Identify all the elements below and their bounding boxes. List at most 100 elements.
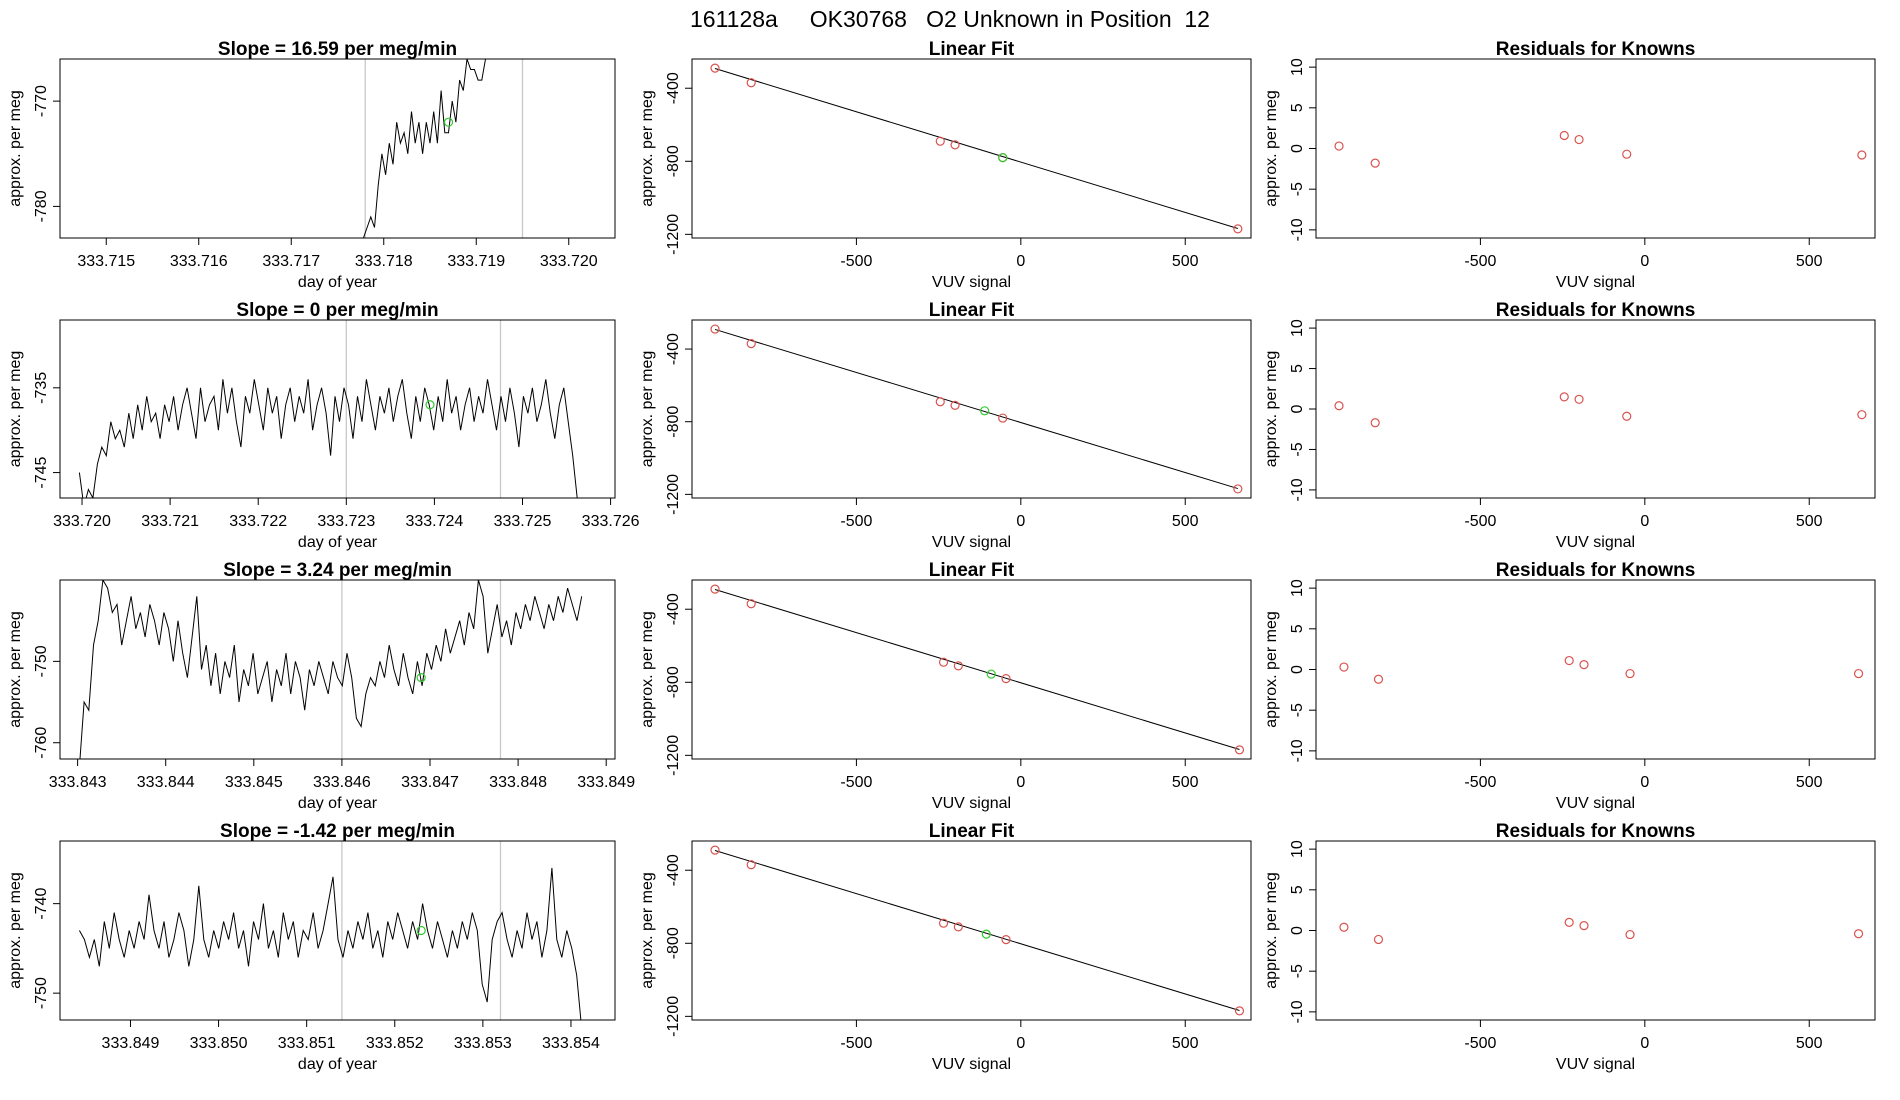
y-tick-label: -745 [33,456,50,488]
x-axis-label: VUV signal [1556,534,1635,551]
x-tick-label: 333.715 [77,253,135,270]
plot-area [1339,917,1864,945]
fit-line [714,850,1240,1011]
y-axis-label: approx. per meg [639,872,656,989]
y-axis-label: approx. per meg [1263,611,1280,728]
x-tick-label: 333.843 [49,774,107,791]
plot-area [710,63,1243,234]
x-tick-label: 500 [1796,1035,1823,1052]
x-tick-label: 333.722 [229,513,287,530]
chart-panel: Residuals for Knowns -500 0 500 -10 -5 0 5 10 VUV… [1263,300,1876,551]
plot-frame [59,579,616,760]
y-tick-label: -1200 [665,996,682,1037]
residual-point [1559,130,1569,141]
data-series-line [78,379,578,498]
residual-point [1564,917,1574,927]
chart-panel: Residuals for Knowns -500 0 500 -10 -5 0 5 10 VUV… [1263,821,1876,1073]
y-tick-label: -5 [1289,703,1306,717]
plot-area [1334,130,1867,168]
y-axis-label: approx. per meg [639,351,656,468]
residual-point [1574,394,1584,404]
x-tick-label: 500 [1172,774,1199,791]
known-point [950,400,960,410]
y-tick-label: -400 [665,333,682,365]
residual-point [1373,674,1384,684]
y-tick-label: -1200 [665,214,682,255]
chart-title: Linear Fit [929,300,1015,321]
known-point [953,922,963,932]
y-tick-label: -770 [33,85,50,117]
chart-title: Slope = -1.42 per meg/min [220,821,455,842]
plot-frame [59,319,616,499]
plot-frame [691,840,1252,1021]
chart-title: Linear Fit [929,560,1015,581]
x-tick-label: 0 [1016,774,1025,791]
chart-title: Residuals for Knowns [1496,300,1696,321]
x-axis-label: day of year [298,1056,378,1073]
x-axis-label: VUV signal [1556,274,1635,291]
x-tick-label: 333.848 [489,774,547,791]
known-point [1234,745,1245,755]
chart-title: Residuals for Knowns [1496,821,1696,842]
y-axis-label: approx. per meg [7,351,24,468]
x-tick-label: 333.847 [401,774,459,791]
y-tick-label: 0 [1289,404,1306,413]
y-tick-label: -400 [665,854,682,886]
x-tick-label: 333.849 [102,1035,160,1052]
chart-title: Slope = 0 per meg/min [236,300,438,321]
known-point [938,918,949,928]
x-tick-label: -500 [840,774,872,791]
y-axis-label: approx. per meg [1263,351,1280,468]
y-tick-label: -400 [665,72,682,104]
x-tick-label: 0 [1640,1035,1649,1052]
known-point [938,657,949,667]
plot-area [79,580,583,759]
x-tick-label: 333.851 [278,1035,336,1052]
plot-frame [1315,319,1876,499]
residual-point [1370,158,1380,168]
plot-area [710,584,1245,755]
known-point [710,63,720,73]
x-tick-label: 333.725 [494,513,552,530]
residual-point [1625,929,1635,940]
y-tick-label: 5 [1289,624,1306,633]
x-tick-label: 333.845 [225,774,283,791]
plot-frame [691,579,1252,760]
known-point [1234,1006,1245,1016]
x-tick-label: -500 [1464,1035,1496,1052]
chart-panel: Residuals for Knowns -500 0 500 -10 -5 0 5 10 VUV… [1263,39,1876,291]
x-tick-label: 0 [1016,253,1025,270]
x-tick-label: 333.726 [582,513,640,530]
unknown-point [416,673,426,683]
x-tick-label: -500 [1464,513,1496,530]
y-tick-label: -780 [33,190,50,222]
y-tick-label: -5 [1289,442,1306,456]
y-tick-label: 10 [1289,840,1306,858]
known-point [1233,484,1243,494]
known-point [746,78,756,88]
plot-area [1334,392,1867,428]
residual-point [1339,662,1349,672]
known-point [1001,935,1011,945]
y-axis-label: approx. per meg [639,90,656,207]
x-tick-label: 500 [1796,513,1823,530]
y-tick-label: 0 [1289,144,1306,153]
chart-title: Linear Fit [929,39,1015,60]
known-point [953,661,963,671]
fit-line [714,68,1238,229]
x-axis-label: VUV signal [1556,795,1635,812]
chart-title: Slope = 3.24 per meg/min [223,560,452,581]
residual-point [1334,141,1344,151]
x-tick-label: 0 [1640,513,1649,530]
residual-point [1853,929,1864,939]
y-tick-label: 5 [1289,885,1306,894]
y-tick-label: -10 [1289,218,1306,241]
x-tick-label: -500 [840,513,872,530]
residual-point [1334,401,1344,411]
y-tick-label: -10 [1289,1000,1306,1023]
x-tick-label: 333.852 [366,1035,424,1052]
x-axis-label: VUV signal [1556,1056,1635,1073]
x-tick-label: 333.844 [137,774,195,791]
y-tick-label: -1200 [665,474,682,515]
